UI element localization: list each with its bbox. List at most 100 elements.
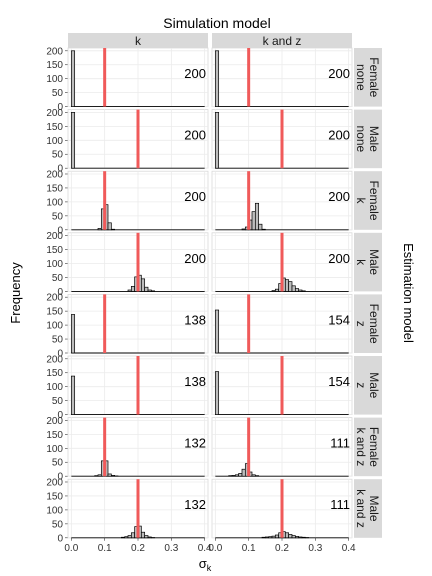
y-tick-label: 100 (46, 321, 63, 332)
histogram-bar (70, 314, 76, 354)
histogram-bar (264, 536, 270, 539)
histogram-bar (140, 278, 146, 292)
row-strip-sex-label: Male (367, 126, 381, 152)
histogram-bar (261, 228, 266, 231)
y-tick-label: 50 (52, 211, 64, 222)
y-tick-label: 150 (46, 122, 63, 133)
histogram-bar (97, 474, 102, 477)
y-tick-label: 50 (52, 519, 64, 530)
row-strip-sex-label: Male (367, 249, 381, 275)
facet-panel: 111 (211, 478, 353, 539)
histogram-bar (301, 290, 306, 292)
row-strip-sex-label: Female (367, 427, 381, 467)
row-strip (354, 417, 382, 477)
histogram-bar (294, 536, 300, 539)
column-strip (68, 33, 208, 48)
histogram-bar (150, 290, 156, 292)
histogram-bar (268, 536, 273, 539)
histogram-bar (110, 475, 116, 477)
y-tick-label: 100 (46, 197, 63, 208)
histogram-bar (130, 286, 136, 292)
sample-count-label: 200 (184, 189, 206, 204)
row-strip-model-label: k (354, 259, 368, 266)
facet-panel: 138 (67, 293, 209, 354)
facet-panel: 200 (211, 109, 353, 169)
sample-count-label: 200 (184, 66, 206, 81)
histogram-bar (274, 288, 280, 292)
y-tick-label: 150 (46, 368, 63, 379)
sample-count-label: 200 (328, 251, 350, 266)
histogram-bar (130, 532, 136, 539)
row-strip (354, 171, 382, 230)
histogram-bar (241, 468, 246, 477)
sample-count-label: 111 (330, 436, 350, 451)
facet-panel: 200 (67, 109, 209, 169)
facet-panel: 200 (211, 47, 353, 108)
row-strip-sex-label: Female (367, 180, 381, 220)
sample-count-label: 200 (184, 128, 206, 143)
histogram-bar (144, 286, 149, 292)
x-tick-label: 0.3 (308, 543, 322, 554)
histogram-bar (251, 474, 256, 477)
histogram-bar (107, 473, 112, 477)
y-tick-label: 200 (46, 108, 63, 119)
y-tick-label: 0 (57, 533, 63, 544)
histogram-bar (254, 475, 260, 477)
row-strip (354, 356, 382, 415)
y-tick-label: 50 (52, 396, 64, 407)
y-axis-label: Frequency (8, 262, 23, 324)
sample-count-label: 138 (184, 374, 206, 389)
x-axis-label-subscript: k (207, 563, 212, 573)
y-tick-label: 150 (46, 430, 63, 441)
row-strip-model-label: z (354, 321, 368, 327)
histogram-bar (284, 279, 290, 292)
x-tick-label: 0.0 (208, 543, 222, 554)
sample-count-label: 138 (184, 312, 206, 327)
row-strip-model-label: k and z (354, 489, 368, 528)
histogram-bar (127, 535, 132, 539)
x-tick-label: 0.4 (198, 543, 212, 554)
histogram-bar (124, 536, 129, 539)
y-tick-label: 50 (52, 335, 64, 346)
y-tick-label: 50 (52, 458, 64, 469)
histogram-bar (271, 290, 276, 292)
y-tick-label: 150 (46, 491, 63, 502)
facet-panel: 200 (211, 170, 353, 231)
sample-count-label: 132 (184, 436, 206, 451)
histogram-bar (254, 202, 260, 231)
row-strip-model-label: k (354, 198, 368, 205)
histogram-bar (140, 531, 146, 539)
column-strip (212, 33, 352, 48)
x-tick-label: 0.2 (275, 543, 289, 554)
row-strip-sex-label: Female (367, 57, 381, 97)
histogram-bar (284, 532, 290, 539)
y-tick-label: 200 (46, 416, 63, 427)
histogram-bar (298, 289, 303, 292)
histogram-bar (228, 475, 233, 477)
histogram-bar (214, 309, 220, 354)
histogram-bar (110, 228, 116, 231)
sample-count-label: 200 (328, 128, 350, 143)
y-tick-label: 0 (57, 225, 63, 236)
sample-count-label: 154 (328, 312, 350, 327)
histogram-bar (127, 289, 132, 292)
histogram-bar (234, 474, 240, 477)
facet-panel: 111 (211, 417, 353, 477)
sample-count-label: 132 (184, 497, 206, 512)
histogram-bar (251, 211, 256, 231)
y-tick-label: 200 (46, 231, 63, 242)
y-tick-label: 50 (52, 273, 64, 284)
sample-count-label: 200 (184, 251, 206, 266)
facet-panel: 200 (67, 47, 209, 108)
y-tick-label: 200 (46, 354, 63, 365)
y-tick-label: 0 (57, 287, 63, 298)
histogram-bar (107, 222, 112, 231)
y-tick-label: 150 (46, 60, 63, 71)
y-tick-label: 0 (57, 349, 63, 360)
histogram-bar (241, 228, 246, 231)
histogram-bar (70, 50, 76, 107)
histogram-bar (258, 223, 263, 231)
sample-count-label: 111 (330, 497, 350, 512)
y-tick-label: 100 (46, 136, 63, 147)
